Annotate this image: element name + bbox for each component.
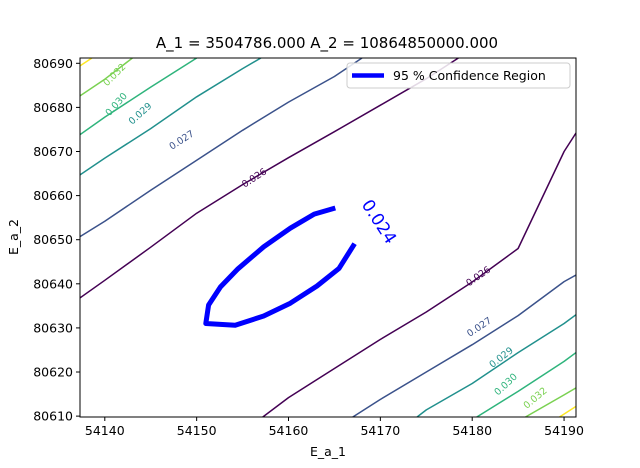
x-axis-label: E_a_1 xyxy=(310,444,346,459)
contour-line-4-1 xyxy=(525,387,576,417)
contour-line-1-1 xyxy=(352,274,576,417)
contour-lines xyxy=(80,58,576,417)
x-tick-label-0: 54140 xyxy=(85,423,125,438)
contour-line-5-1 xyxy=(559,405,576,417)
y-tick-label-1: 80620 xyxy=(33,365,73,380)
contour-line-3-0 xyxy=(80,58,198,136)
x-tick-label-4: 54180 xyxy=(452,423,492,438)
contour-line-0-0 xyxy=(80,58,459,299)
confidence-region-layer xyxy=(203,205,357,328)
x-tick-label-2: 54160 xyxy=(269,423,309,438)
legend-entry-confidence: 95 % Confidence Region xyxy=(393,68,546,83)
contour-line-2-0 xyxy=(80,58,262,176)
contour-line-3-1 xyxy=(476,351,576,417)
contour-line-5-0 xyxy=(80,58,93,67)
y-tick-label-3: 80640 xyxy=(33,276,73,291)
x-tick-label-5: 54190 xyxy=(544,423,584,438)
contour-line-2-1 xyxy=(416,314,576,417)
x-axis-ticks: 54140 54150 54160 54170 54180 54190 xyxy=(85,417,584,438)
legend: 95 % Confidence Region xyxy=(346,62,571,89)
contour-line-1-0 xyxy=(80,58,363,238)
x-tick-label-1: 54150 xyxy=(177,423,217,438)
legend-box xyxy=(346,62,571,89)
y-tick-label-7: 80680 xyxy=(33,100,73,115)
contour-line-4-0 xyxy=(80,58,133,97)
y-tick-label-2: 80630 xyxy=(33,320,73,335)
y-axis-label: E_a_2 xyxy=(6,219,21,255)
y-tick-label-0: 80610 xyxy=(33,409,73,424)
chart-title: A_1 = 3504786.000 A_2 = 10864850000.000 xyxy=(156,34,498,53)
y-tick-label-4: 80650 xyxy=(33,232,73,247)
plot-frame xyxy=(79,57,577,418)
y-axis-ticks: 80610 80620 80630 80640 80650 80660 80670 80680… xyxy=(33,56,80,424)
y-tick-label-5: 80660 xyxy=(33,188,73,203)
y-tick-label-8: 80690 xyxy=(33,56,73,71)
y-tick-label-6: 80670 xyxy=(33,144,73,159)
x-tick-label-3: 54170 xyxy=(360,423,400,438)
contour-line-0-1 xyxy=(262,132,576,417)
confidence-region-line xyxy=(203,205,357,328)
